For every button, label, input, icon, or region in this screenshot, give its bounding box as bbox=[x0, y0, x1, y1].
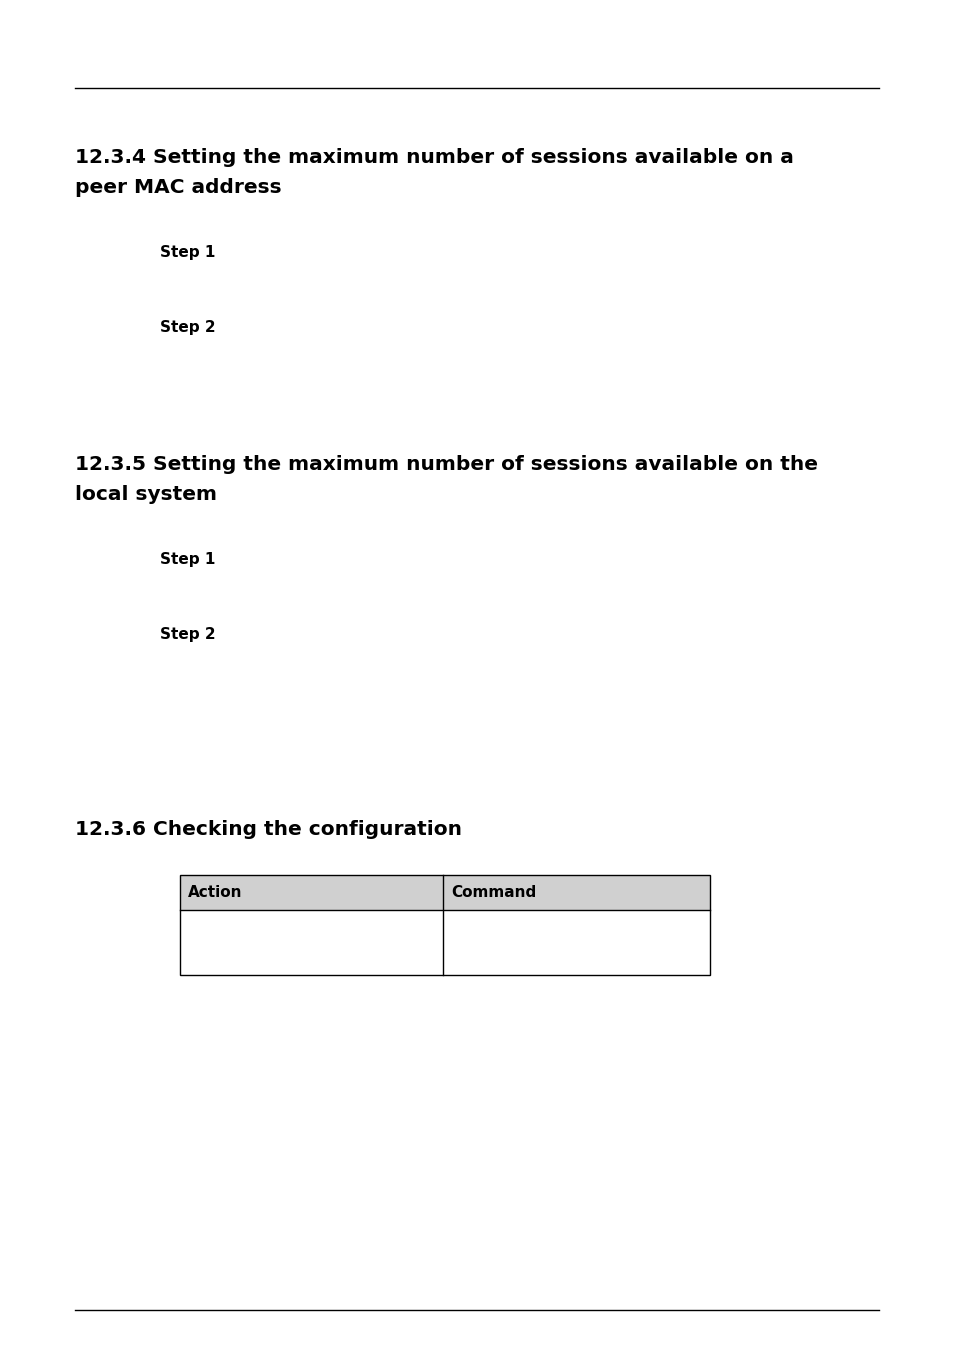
Text: Step 2: Step 2 bbox=[160, 626, 215, 643]
Text: Action: Action bbox=[188, 886, 242, 900]
Text: 12.3.5 Setting the maximum number of sessions available on the: 12.3.5 Setting the maximum number of ses… bbox=[75, 455, 817, 474]
Text: 12.3.4 Setting the maximum number of sessions available on a: 12.3.4 Setting the maximum number of ses… bbox=[75, 148, 793, 167]
Bar bbox=[180, 875, 709, 910]
Bar bbox=[180, 910, 709, 975]
Text: Step 1: Step 1 bbox=[160, 552, 215, 567]
Text: 12.3.6 Checking the configuration: 12.3.6 Checking the configuration bbox=[75, 819, 461, 838]
Text: peer MAC address: peer MAC address bbox=[75, 178, 281, 197]
Text: Command: Command bbox=[451, 886, 536, 900]
Text: local system: local system bbox=[75, 485, 216, 504]
Text: Step 1: Step 1 bbox=[160, 244, 215, 261]
Text: Step 2: Step 2 bbox=[160, 320, 215, 335]
Bar bbox=[180, 875, 709, 975]
